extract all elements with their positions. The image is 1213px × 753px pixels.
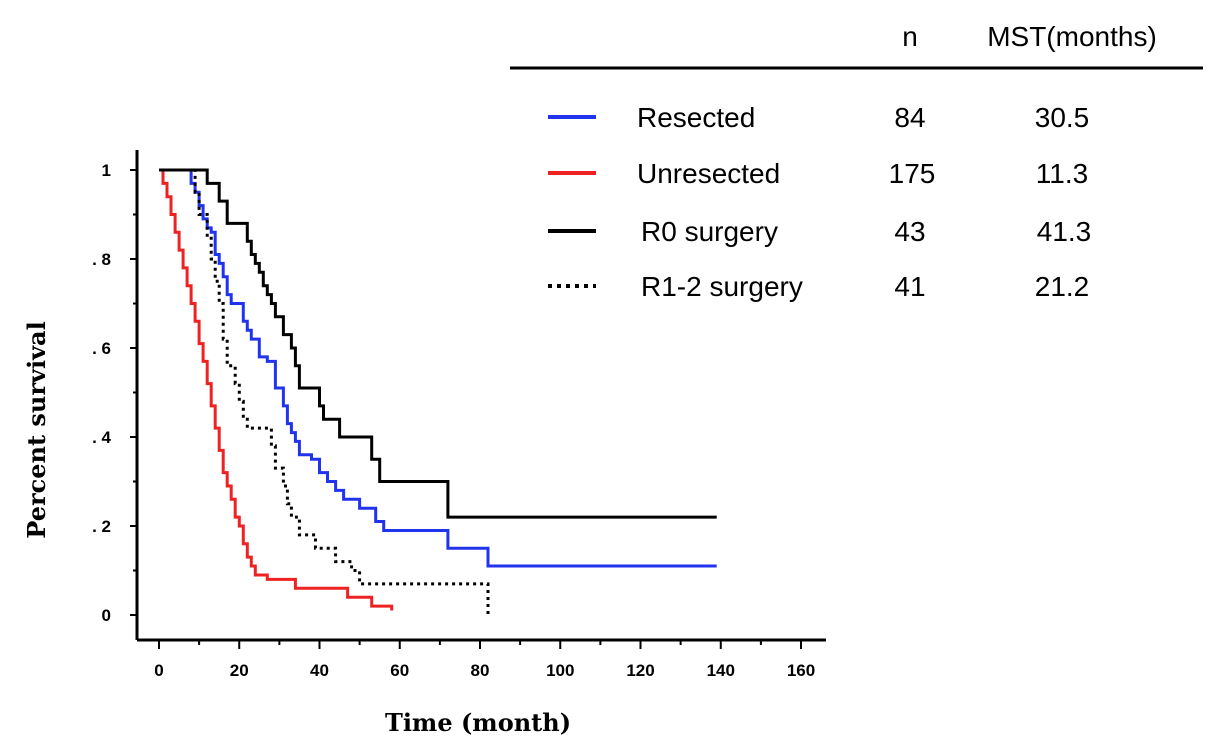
x-tick-label: 140 xyxy=(707,661,735,680)
y-tick-label: . 4 xyxy=(92,428,111,447)
y-tick-label: . 6 xyxy=(92,339,111,358)
x-tick-label: 40 xyxy=(310,661,329,680)
y-tick-label: 1 xyxy=(102,161,111,180)
x-tick-label: 100 xyxy=(546,661,574,680)
legend-n-r12: 41 xyxy=(894,271,925,302)
x-axis-ticks: 0 20 40 60 80 100 120 140 160 xyxy=(154,640,815,680)
legend-mst-resected: 30.5 xyxy=(1035,102,1090,133)
legend-header-n: n xyxy=(902,21,918,52)
y-tick-label: . 8 xyxy=(92,250,111,269)
legend-header-mst: MST(months) xyxy=(987,21,1157,52)
y-axis-ticks: 0 . 2 . 4 . 6 . 8 1 xyxy=(92,161,137,625)
legend-row-resected: Resected 84 30.5 xyxy=(548,102,1089,133)
series-r0-surgery xyxy=(159,168,717,519)
x-axis-label: Time (month) xyxy=(385,708,571,737)
y-tick-label: . 2 xyxy=(92,517,111,536)
legend-row-r0: R0 surgery 43 41.3 xyxy=(548,216,1091,247)
legend-row-r12: R1-2 surgery 41 21.2 xyxy=(548,271,1089,302)
legend-n-r0: 43 xyxy=(894,216,925,247)
x-tick-label: 0 xyxy=(154,661,163,680)
legend-label-resected: Resected xyxy=(637,102,755,133)
series-resected xyxy=(159,168,717,568)
series-lines xyxy=(159,168,717,615)
legend-n-resected: 84 xyxy=(894,102,925,133)
series-unresected xyxy=(159,168,394,611)
legend-mst-r12: 21.2 xyxy=(1035,271,1090,302)
legend-mst-unresected: 11.3 xyxy=(1036,158,1088,189)
x-tick-label: 20 xyxy=(230,661,249,680)
legend-row-unresected: Unresected 175 11.3 xyxy=(548,158,1088,189)
x-tick-label: 80 xyxy=(471,661,490,680)
x-tick-label: 160 xyxy=(787,661,815,680)
y-axis-label: Percent survival xyxy=(22,321,51,538)
x-tick-label: 120 xyxy=(626,661,654,680)
legend-n-unresected: 175 xyxy=(889,158,936,189)
legend-label-unresected: Unresected xyxy=(637,158,780,189)
series-r1-2-surgery xyxy=(159,168,490,615)
legend-label-r12: R1-2 surgery xyxy=(641,271,803,302)
legend-mst-r0: 41.3 xyxy=(1037,216,1092,247)
legend-label-r0: R0 surgery xyxy=(641,216,778,247)
x-tick-label: 60 xyxy=(390,661,409,680)
y-tick-label: 0 xyxy=(102,606,111,625)
